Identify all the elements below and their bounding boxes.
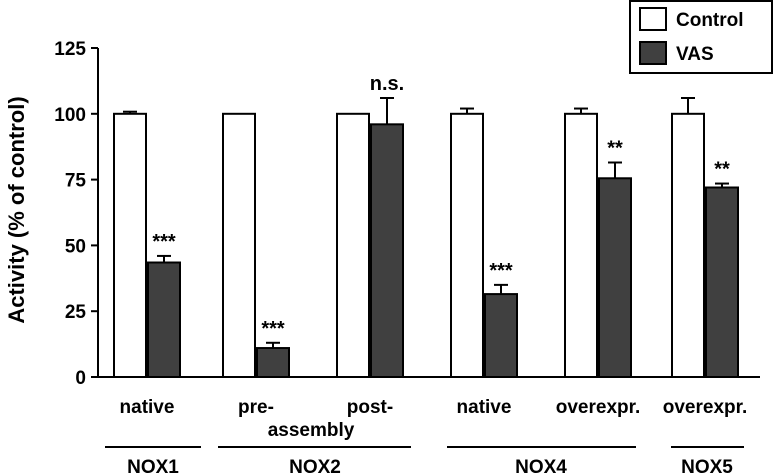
y-tick-label: 75 xyxy=(65,171,87,192)
category-label: overexpr. xyxy=(663,397,748,418)
y-tick-label: 100 xyxy=(54,105,86,126)
group-label: NOX1 xyxy=(127,457,179,476)
category-sublabel: assembly xyxy=(268,420,355,441)
vas-bar xyxy=(598,177,632,378)
control-bar xyxy=(671,112,705,379)
significance-label: *** xyxy=(261,318,285,340)
significance-label: ** xyxy=(607,137,623,159)
legend: Control VAS xyxy=(629,0,773,74)
control-bar xyxy=(222,112,256,379)
control-bar xyxy=(450,112,484,379)
group-label: NOX2 xyxy=(289,457,341,476)
group-label: NOX4 xyxy=(515,457,567,476)
control-bar xyxy=(564,112,598,379)
vas-bar xyxy=(484,293,518,379)
category-label: native xyxy=(120,397,175,418)
significance-label: n.s. xyxy=(370,73,404,95)
y-tick-label: 25 xyxy=(65,302,87,323)
y-tick-label: 50 xyxy=(65,236,86,257)
significance-label: *** xyxy=(152,231,176,253)
legend-swatch xyxy=(639,7,667,31)
control-bar xyxy=(113,112,147,379)
category-label: native xyxy=(457,397,512,418)
control-bar xyxy=(336,112,370,379)
y-axis-label: Activity (% of control) xyxy=(4,96,29,323)
vas-bar xyxy=(370,123,404,378)
legend-swatch xyxy=(639,41,667,65)
legend-label: VAS xyxy=(676,44,714,65)
vas-bar xyxy=(705,186,739,378)
y-tick-label: 125 xyxy=(54,39,86,60)
y-tick-label: 0 xyxy=(75,368,86,389)
vas-bar xyxy=(256,347,290,379)
category-label: overexpr. xyxy=(556,397,641,418)
significance-label: *** xyxy=(489,260,513,282)
group-label: NOX5 xyxy=(681,457,733,476)
significance-label: ** xyxy=(714,159,730,181)
vas-bar xyxy=(147,261,181,378)
category-label: post- xyxy=(347,397,393,418)
category-label: pre- xyxy=(238,397,274,418)
legend-label: Control xyxy=(676,10,744,31)
plot-area: 0 25 50 75 100 125 *** native *** pre-assembly n.s… xyxy=(54,39,760,476)
